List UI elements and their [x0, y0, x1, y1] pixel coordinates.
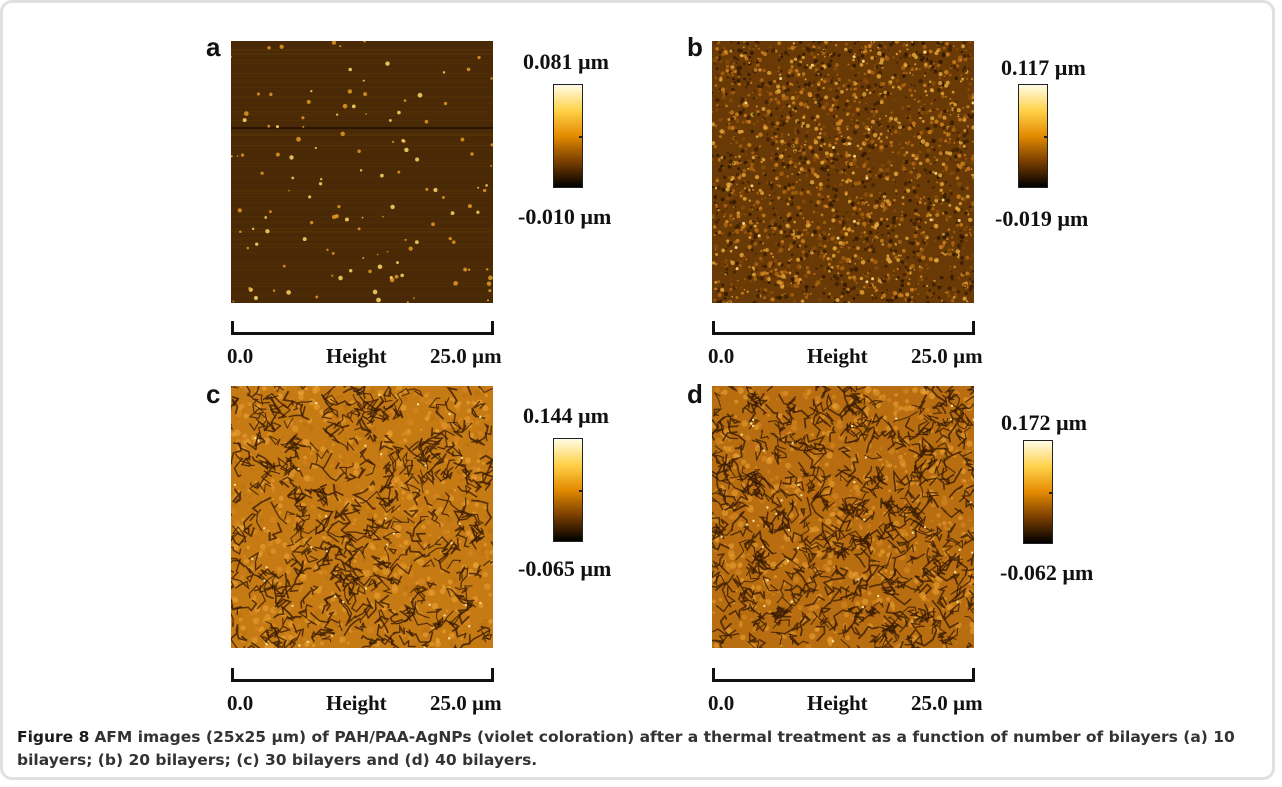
scale-end-label: 25.0 µm	[430, 691, 502, 715]
scale-bar	[231, 668, 494, 682]
axis-title: Height	[807, 691, 868, 715]
colorbar-max-label: 0.144 µm	[523, 403, 610, 428]
colorbar-min-label: -0.010 µm	[518, 204, 612, 229]
afm-image	[712, 41, 974, 303]
colorbar-max-label: 0.172 µm	[1001, 410, 1088, 435]
colorbar-max-label: 0.117 µm	[1001, 55, 1086, 80]
afm-image	[712, 386, 974, 648]
scale-end-label: 25.0 µm	[430, 344, 502, 368]
scale-bar	[231, 321, 494, 335]
scale-start-label: 0.0	[708, 691, 735, 715]
panel-label: c	[206, 379, 221, 409]
height-colorbar	[553, 438, 583, 542]
scale-start-label: 0.0	[708, 344, 735, 368]
scale-start-label: 0.0	[227, 344, 254, 368]
caption-text: AFM images (25x25 µm) of PAH/PAA-AgNPs (…	[17, 728, 1235, 769]
scale-start-label: 0.0	[227, 691, 254, 715]
axis-title: Height	[326, 691, 387, 715]
afm-image	[231, 386, 493, 648]
colorbar-min-label: -0.062 µm	[1000, 560, 1094, 585]
height-colorbar	[553, 84, 583, 188]
axis-title: Height	[326, 344, 387, 368]
panel-label: d	[687, 379, 703, 409]
axis-title: Height	[807, 344, 868, 368]
afm-image	[231, 41, 493, 303]
colorbar-min-label: -0.019 µm	[995, 206, 1089, 231]
caption-label: Figure 8	[17, 728, 90, 746]
panel-label: b	[687, 32, 703, 62]
height-colorbar	[1023, 440, 1053, 544]
figure-caption: Figure 8 AFM images (25x25 µm) of PAH/PA…	[17, 726, 1267, 772]
scale-bar	[712, 668, 975, 682]
height-colorbar	[1018, 84, 1048, 188]
scale-end-label: 25.0 µm	[911, 344, 983, 368]
colorbar-max-label: 0.081 µm	[523, 49, 610, 74]
colorbar-min-label: -0.065 µm	[518, 556, 612, 581]
scale-end-label: 25.0 µm	[911, 691, 983, 715]
panel-label: a	[206, 32, 221, 62]
scale-bar	[712, 321, 975, 335]
